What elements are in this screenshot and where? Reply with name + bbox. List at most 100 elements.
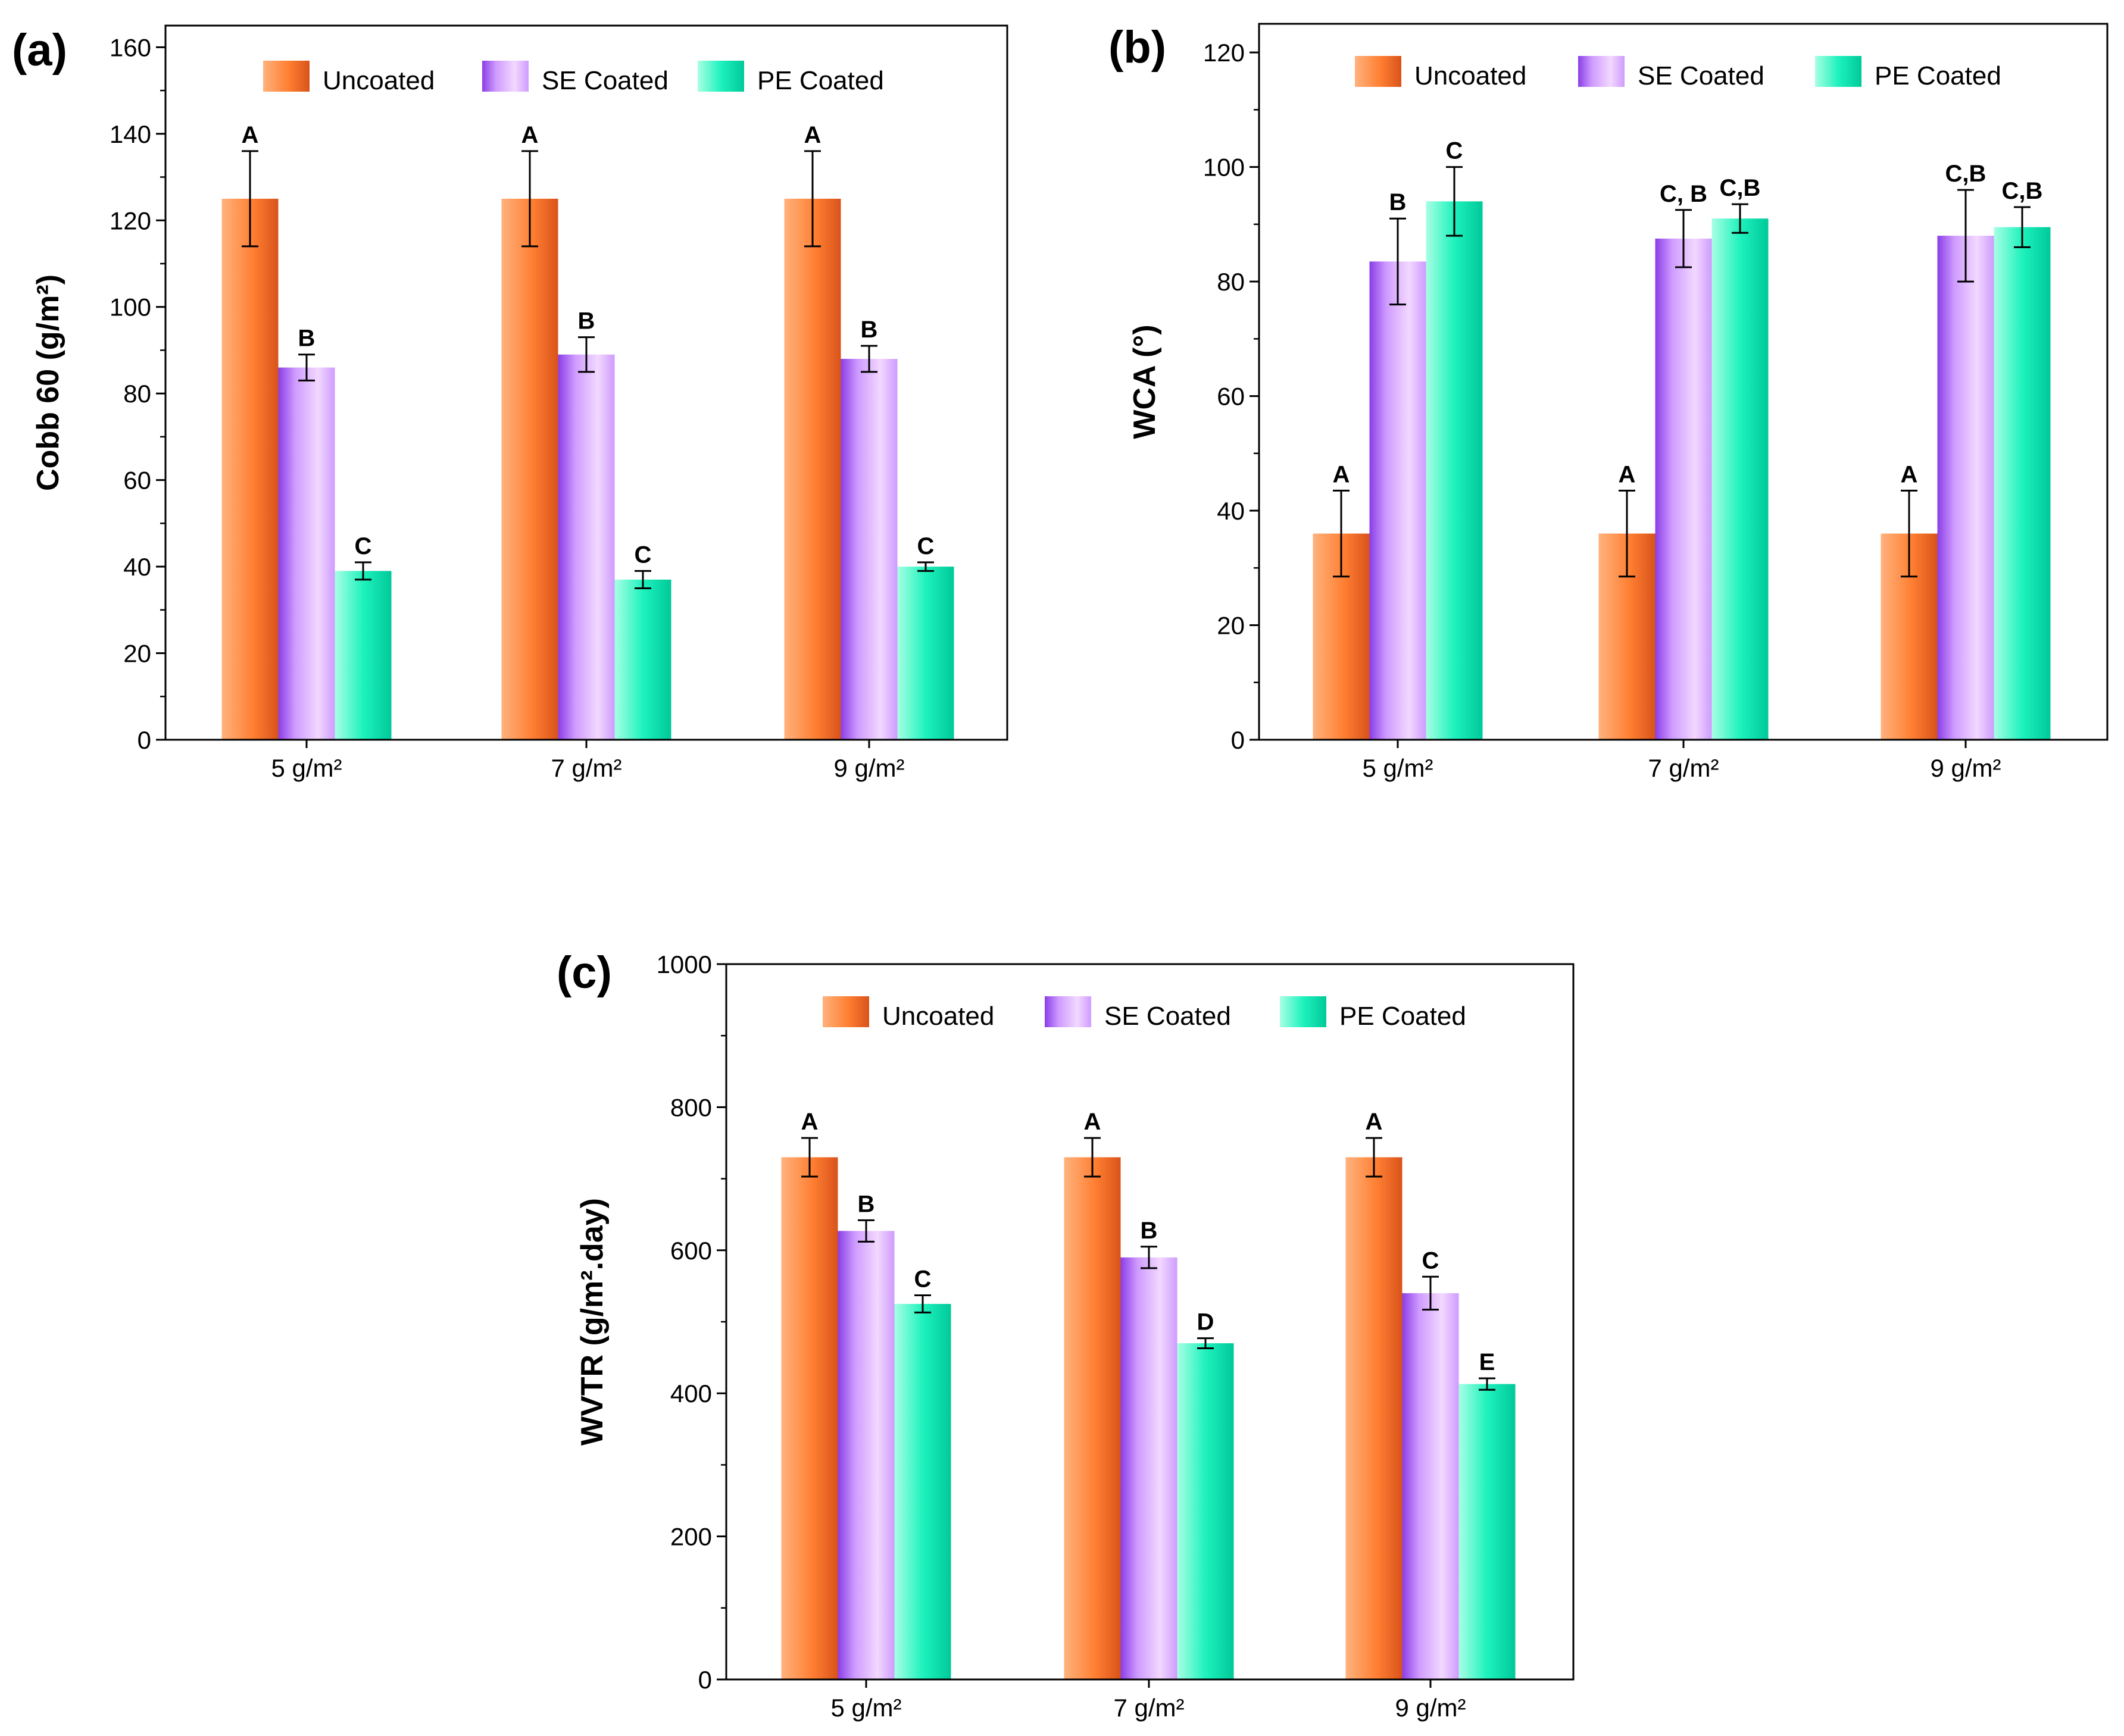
charts-root: (a) A A A B B B C C C 0 20 40 60 80 100 120 140 160 5 g/m² 7… <box>12 22 2109 1722</box>
bar-b-pe-coated-2 <box>1711 218 1769 740</box>
y-tick-label: 120 <box>110 207 151 234</box>
error-bar <box>242 150 258 248</box>
bar-b-pe-coated-1 <box>1426 201 1483 740</box>
y-tick-label: 60 <box>123 467 151 495</box>
legend-swatch-se-coated <box>1045 996 1091 1027</box>
significance-label: C <box>355 533 372 559</box>
error-bar <box>1675 209 1692 268</box>
y-tick-label: 120 <box>1203 39 1245 67</box>
y-tick-label: 800 <box>670 1093 712 1121</box>
bar-a-uncoated-1 <box>221 198 279 740</box>
error-bar <box>1084 1137 1101 1178</box>
legend-label: Uncoated <box>882 1002 994 1031</box>
error-bar <box>1479 1377 1495 1391</box>
bar-b-se-coated-3 <box>1937 236 1994 740</box>
error-bar <box>578 336 595 373</box>
significance-label: A <box>804 122 822 148</box>
legend-label: PE Coated <box>1875 61 2001 90</box>
significance-label: A <box>1901 461 1918 487</box>
bar-a-se-coated-3 <box>841 359 898 740</box>
y-tick-label: 0 <box>698 1666 712 1694</box>
significance-label: C,B <box>1945 161 1986 187</box>
bar-a-pe-coated-1 <box>335 571 392 740</box>
panel-label-c: (c) <box>557 947 612 998</box>
significance-label: A <box>801 1109 819 1135</box>
legend-label: SE Coated <box>1638 61 1764 90</box>
legend-swatch-uncoated <box>823 996 869 1027</box>
significance-label: A <box>1366 1109 1383 1135</box>
chart-c: (c) A A A B B C C D E 0 200 400 600 800 1000 5 g/m² 7 g/m… <box>557 947 1575 1722</box>
error-bar <box>521 150 538 248</box>
y-tick-label: 140 <box>110 120 151 148</box>
bar-c-se-coated-1 <box>838 1231 895 1679</box>
error-bar <box>858 1219 874 1243</box>
y-tick-label: 0 <box>1231 726 1245 754</box>
bar-c-uncoated-1 <box>781 1157 838 1679</box>
x-category-label: 9 g/m² <box>833 754 904 782</box>
legend-swatch-uncoated <box>263 61 310 92</box>
error-bar <box>298 354 315 381</box>
y-tick-label: 40 <box>1217 497 1245 525</box>
error-bar <box>1957 189 1974 283</box>
legend-swatch-se-coated <box>482 61 529 92</box>
bar-a-uncoated-2 <box>501 198 558 740</box>
bar-b-se-coated-2 <box>1655 238 1712 740</box>
significance-label: C <box>635 542 652 568</box>
error-bar <box>917 561 934 572</box>
legend: Uncoated SE Coated PE Coated <box>263 61 884 95</box>
significance-label: A <box>242 122 259 148</box>
bar-c-se-coated-2 <box>1120 1257 1177 1679</box>
legend-label: SE Coated <box>542 66 669 95</box>
significance-label: B <box>1389 189 1407 215</box>
legend-label: PE Coated <box>757 66 884 95</box>
bar-a-pe-coated-2 <box>614 579 671 740</box>
y-tick-label: 40 <box>123 553 151 581</box>
bar-c-se-coated-3 <box>1402 1293 1459 1679</box>
significance-label: D <box>1197 1309 1214 1335</box>
panel-label-a: (a) <box>12 25 67 76</box>
y-tick-label: 160 <box>110 33 151 61</box>
legend-label: PE Coated <box>1339 1002 1466 1031</box>
error-bar <box>804 150 821 248</box>
y-axis-title: WCA (°) <box>1127 324 1162 439</box>
chart-b: (b) A A A B C, B C,B C C,B C,B 0 20 40 60 80 100 120 5 g/… <box>1108 22 2109 782</box>
significance-label: C <box>917 533 935 559</box>
x-category-label: 7 g/m² <box>1648 754 1719 782</box>
significance-label: A <box>1084 1109 1101 1135</box>
bar-a-uncoated-3 <box>784 198 841 740</box>
legend-label: SE Coated <box>1104 1002 1231 1031</box>
error-bar <box>1619 489 1635 578</box>
significance-label: B <box>858 1191 875 1217</box>
error-bar <box>355 561 371 581</box>
significance-label: C, B <box>1660 181 1707 207</box>
y-tick-label: 20 <box>1217 612 1245 640</box>
legend: Uncoated SE Coated PE Coated <box>1355 56 2001 90</box>
chart-a: (a) A A A B B B C C C 0 20 40 60 80 100 120 140 160 5 g/m² 7… <box>12 24 1008 782</box>
y-axis-title: Cobb 60 (g/m²) <box>31 274 65 491</box>
y-axis-title: WVTR (g/m².day) <box>575 1198 610 1446</box>
panel-label-b: (b) <box>1108 22 1166 73</box>
x-category-label: 7 g/m² <box>551 754 621 782</box>
significance-label: A <box>1333 461 1350 487</box>
x-category-label: 7 g/m² <box>1113 1694 1184 1722</box>
error-bar <box>2014 206 2031 248</box>
y-tick-label: 60 <box>1217 383 1245 411</box>
error-bar <box>1333 489 1350 578</box>
legend-swatch-pe-coated <box>1280 996 1326 1027</box>
significance-label: B <box>861 317 878 343</box>
error-bar <box>1389 217 1406 306</box>
y-tick-label: 400 <box>670 1380 712 1407</box>
x-category-label: 9 g/m² <box>1395 1694 1466 1722</box>
x-category-label: 5 g/m² <box>830 1694 901 1722</box>
legend-swatch-pe-coated <box>698 61 744 92</box>
significance-label: E <box>1479 1349 1495 1375</box>
legend-swatch-pe-coated <box>1815 56 1861 87</box>
y-tick-label: 200 <box>670 1523 712 1551</box>
bar-a-se-coated-2 <box>558 354 615 740</box>
y-tick-label: 1000 <box>657 950 712 978</box>
significance-label: C <box>1446 138 1463 164</box>
y-tick-label: 20 <box>123 640 151 668</box>
error-bar <box>635 570 651 589</box>
bar-a-se-coated-1 <box>278 367 335 740</box>
x-category-label: 9 g/m² <box>1930 754 2001 782</box>
